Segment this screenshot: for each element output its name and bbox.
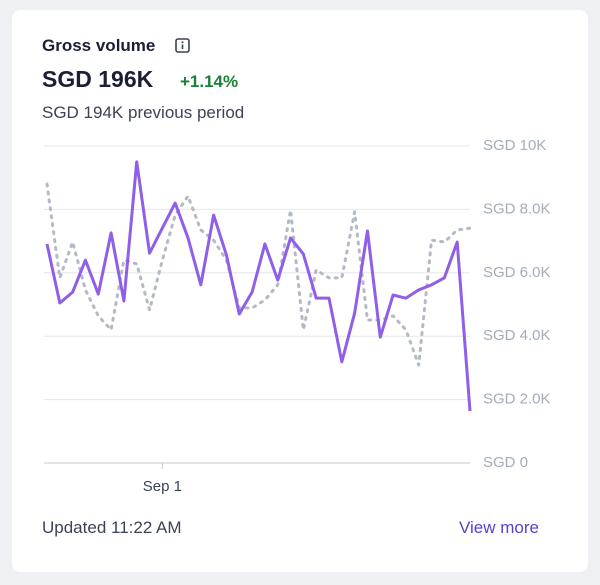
- previous: SGD 194K previous period: [42, 103, 245, 122]
- total-value: SGD 196K: [42, 66, 154, 92]
- card-title: Gross volume: [42, 36, 156, 55]
- y-tick-label: SGD 8.0K: [483, 200, 551, 217]
- info-icon[interactable]: [175, 38, 191, 54]
- series-line: [45, 182, 472, 367]
- change: +1.14%: [180, 72, 239, 91]
- y-tick-label: SGD 0: [483, 454, 528, 471]
- x-tick-label: Sep 1: [143, 478, 182, 495]
- card: Gross volume SGD 196K +1.14% SGD 194K pr…: [12, 10, 588, 572]
- y-tick-label: SGD 6.0K: [483, 264, 551, 281]
- view-more-link[interactable]: View more: [459, 518, 539, 537]
- y-tick-label: SGD 4.0K: [483, 327, 551, 344]
- updated: Updated 11:22 AM: [42, 518, 182, 537]
- y-tick-label: SGD 10K: [483, 137, 546, 154]
- series-line: [45, 160, 472, 412]
- y-tick-label: SGD 2.0K: [483, 391, 551, 408]
